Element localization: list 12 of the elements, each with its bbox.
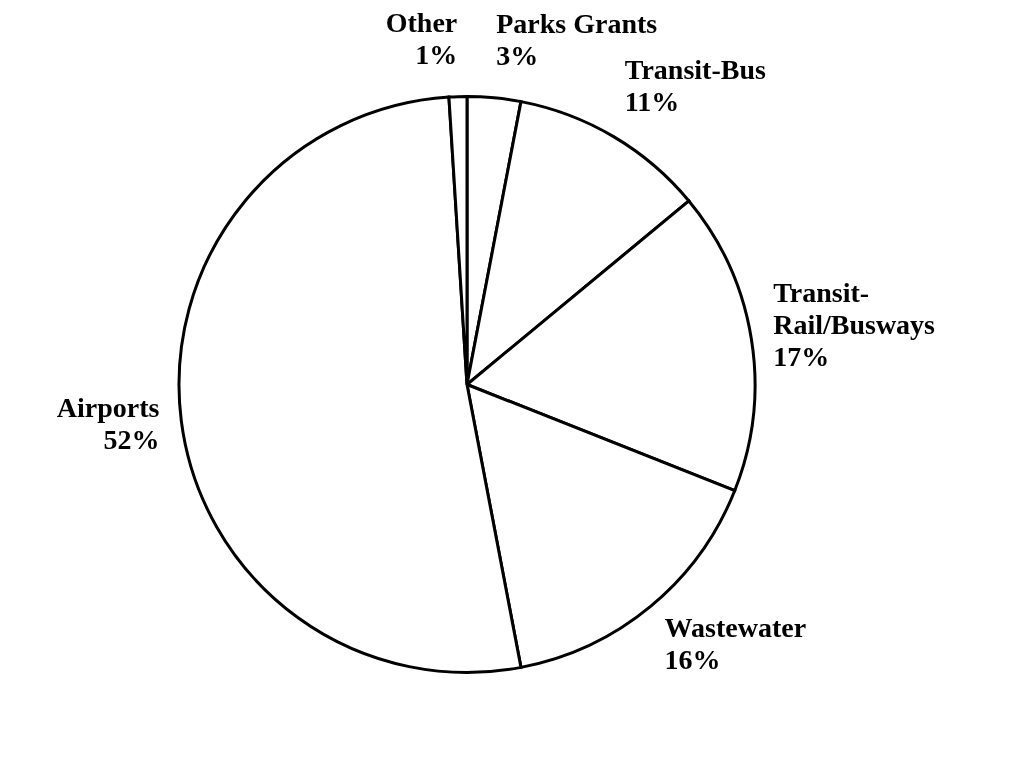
slice-label: Parks Grants bbox=[496, 8, 658, 40]
data-label: 17% bbox=[773, 340, 830, 372]
data-label: 52% bbox=[103, 423, 160, 455]
slice-label: Wastewater bbox=[664, 612, 807, 644]
data-label: 11% bbox=[624, 86, 680, 118]
slice-label: Transit-Bus bbox=[624, 54, 766, 86]
data-label: 16% bbox=[664, 644, 721, 676]
slice-label: Other bbox=[385, 6, 458, 38]
slice-label: Airports bbox=[56, 391, 160, 423]
data-label: 1% bbox=[415, 38, 458, 70]
data-label: 3% bbox=[496, 40, 539, 72]
slice-label: Transit-Rail/Busways bbox=[773, 276, 936, 340]
